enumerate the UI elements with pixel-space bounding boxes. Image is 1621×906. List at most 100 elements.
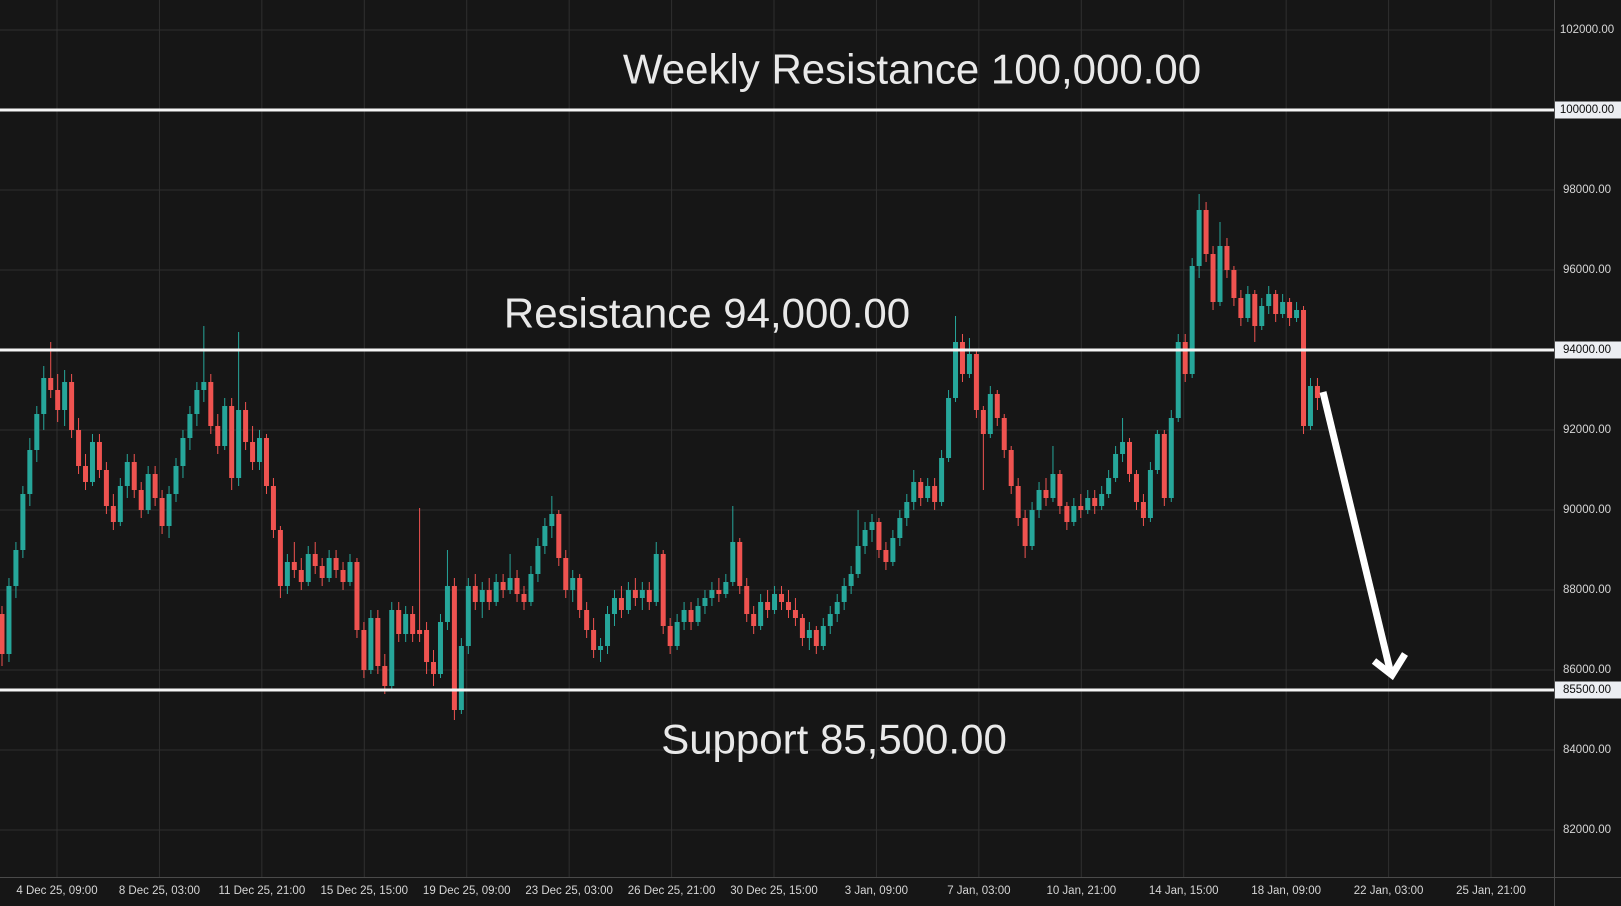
price-axis[interactable]: 102000.00 98000.00 96000.00 92000.00 90000.0… — [1555, 24, 1621, 836]
candle-body — [1015, 486, 1021, 518]
candle-body — [48, 378, 54, 390]
candle-body — [890, 538, 896, 562]
candle-body — [639, 590, 645, 598]
down-arrow-shaft — [1319, 391, 1394, 671]
support-line-tag: 85500.00 — [1555, 681, 1621, 699]
candle — [953, 316, 959, 402]
candle — [911, 470, 917, 510]
candle-body — [145, 474, 151, 510]
candle-body — [1099, 494, 1105, 506]
support-text[interactable]: Support 85,500.00 — [661, 716, 1007, 763]
candle — [208, 374, 214, 434]
candle-body — [180, 438, 186, 466]
candle — [549, 496, 555, 538]
candle — [305, 546, 311, 586]
candle-body — [688, 610, 694, 622]
candle — [1140, 494, 1146, 526]
candle — [1168, 410, 1174, 502]
candle-body — [1294, 310, 1300, 318]
candle — [591, 618, 597, 658]
candle — [319, 558, 325, 586]
candle — [20, 486, 26, 558]
price-tick-label: 102000.00 — [1560, 24, 1614, 36]
candle-body — [549, 514, 555, 526]
candle-body — [1057, 474, 1063, 506]
candle-body — [124, 462, 130, 486]
candle — [1189, 258, 1195, 378]
candle — [806, 622, 812, 650]
candle — [1127, 438, 1133, 482]
candle-body — [1050, 474, 1056, 498]
candle — [389, 602, 395, 690]
candle — [486, 578, 492, 610]
candle-body — [257, 438, 263, 462]
candle — [890, 530, 896, 566]
time-axis[interactable]: 4 Dec 25, 09:00 8 Dec 25, 03:00 11 Dec 25,… — [16, 885, 1525, 897]
candle — [1008, 446, 1014, 494]
time-tick-label: 14 Jan, 15:00 — [1149, 885, 1219, 897]
candle-body — [103, 470, 109, 506]
candle — [765, 590, 771, 618]
candle-body — [848, 574, 854, 586]
candle — [528, 566, 534, 606]
candle — [96, 434, 102, 478]
candle-body — [326, 558, 332, 578]
candle-body — [904, 502, 910, 518]
candle — [13, 542, 19, 598]
candle-body — [1008, 450, 1014, 486]
candle — [1161, 430, 1167, 506]
time-tick-label: 4 Dec 25, 09:00 — [16, 885, 97, 897]
candle — [27, 438, 33, 506]
candle-body — [173, 466, 179, 494]
candle-body — [152, 474, 158, 498]
candle-body — [932, 486, 938, 502]
candle — [89, 434, 95, 486]
candle — [1266, 286, 1272, 314]
down-arrow[interactable] — [1319, 391, 1408, 681]
candle — [1057, 470, 1063, 514]
time-tick-label: 11 Dec 25, 21:00 — [218, 885, 305, 897]
candle — [827, 606, 833, 634]
candle — [180, 430, 186, 478]
candle-body — [69, 382, 75, 430]
candle-body — [424, 630, 430, 662]
candle — [973, 350, 979, 418]
candle — [145, 466, 151, 514]
candle-body — [563, 558, 569, 590]
candle-body — [263, 438, 269, 486]
candle — [194, 382, 200, 426]
candle — [1120, 418, 1126, 462]
candle — [1210, 246, 1216, 310]
candle — [1238, 290, 1244, 326]
price-tick-label: 98000.00 — [1563, 184, 1611, 196]
candle-body — [347, 562, 353, 582]
candle — [813, 626, 819, 654]
time-tick-label: 25 Jan, 21:00 — [1456, 885, 1526, 897]
candle-body — [953, 342, 959, 398]
candle — [1050, 446, 1056, 502]
candle-body — [437, 622, 443, 674]
candle-body — [598, 646, 604, 650]
candle-body — [270, 486, 276, 530]
candle-body — [507, 578, 513, 590]
candle — [855, 510, 861, 578]
candle — [229, 398, 235, 490]
candle-body — [827, 614, 833, 626]
resistance-text[interactable]: Resistance 94,000.00 — [504, 290, 910, 337]
candle-body — [472, 586, 478, 602]
candle — [980, 406, 986, 490]
weekly-resistance-text[interactable]: Weekly Resistance 100,000.00 — [623, 46, 1201, 93]
candle-body — [973, 354, 979, 410]
candle-body — [799, 618, 805, 638]
candle-body — [1120, 442, 1126, 454]
price-tick-label: 84000.00 — [1563, 744, 1611, 756]
candle-body — [813, 630, 819, 646]
candle — [403, 606, 409, 642]
candle — [841, 578, 847, 610]
candle — [1245, 286, 1251, 322]
candle-body — [27, 450, 33, 494]
candle — [69, 374, 75, 438]
price-tag-bg — [1555, 341, 1621, 359]
